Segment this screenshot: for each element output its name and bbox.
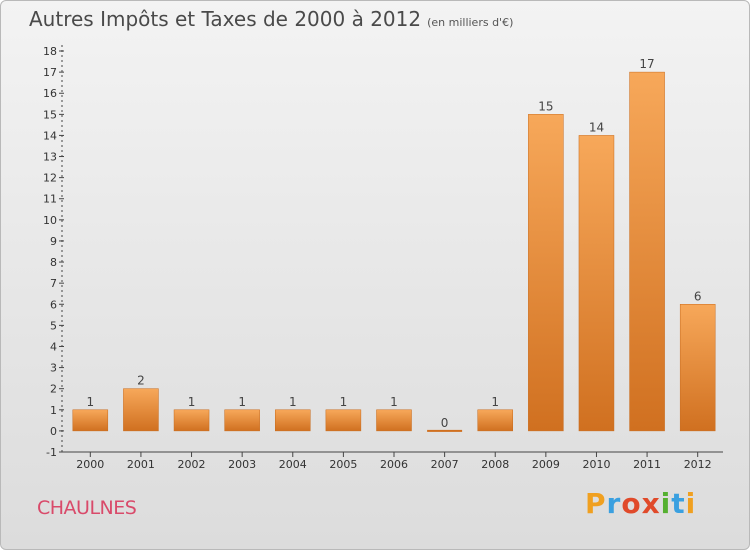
y-tick-label: 7 bbox=[50, 277, 57, 290]
data-label: 1 bbox=[188, 395, 196, 409]
x-tick-label: 2009 bbox=[532, 458, 560, 471]
bar bbox=[427, 429, 463, 432]
x-tick-label: 2008 bbox=[481, 458, 509, 471]
y-tick-label: 4 bbox=[50, 340, 57, 353]
proxiti-logo: Proxiti bbox=[585, 487, 696, 520]
x-tick-label: 2003 bbox=[228, 458, 256, 471]
bar bbox=[477, 409, 513, 432]
logo-letter: P bbox=[585, 487, 607, 520]
data-label: 6 bbox=[694, 289, 702, 303]
x-tick-label: 2010 bbox=[582, 458, 610, 471]
y-tick-label: 0 bbox=[50, 425, 57, 438]
data-label: 15 bbox=[538, 99, 553, 113]
bar bbox=[325, 409, 362, 432]
data-label: 1 bbox=[340, 395, 348, 409]
logo-letter: x bbox=[641, 487, 661, 520]
place-name: CHAULNES bbox=[37, 497, 137, 519]
x-tick-label: 2007 bbox=[431, 458, 459, 471]
logo-letter: r bbox=[606, 487, 622, 520]
logo-letter: o bbox=[621, 487, 642, 520]
bar bbox=[173, 409, 210, 432]
data-label: 17 bbox=[639, 57, 654, 71]
y-tick-label: 17 bbox=[43, 66, 57, 79]
y-tick-label: 15 bbox=[43, 108, 57, 121]
x-tick-label: 2001 bbox=[127, 458, 155, 471]
bar bbox=[275, 409, 311, 432]
y-tick-label: 10 bbox=[43, 214, 57, 227]
data-label: 0 bbox=[441, 416, 449, 430]
y-tick-label: 5 bbox=[50, 319, 57, 332]
chart-title: Autres Impôts et Taxes de 2000 à 2012 (en… bbox=[29, 7, 513, 31]
x-tick-label: 2000 bbox=[76, 458, 104, 471]
y-tick-label: 13 bbox=[43, 151, 57, 164]
data-label: 1 bbox=[289, 395, 297, 409]
bar bbox=[679, 304, 716, 432]
logo-letter: t bbox=[671, 487, 686, 520]
y-tick-label: 3 bbox=[50, 362, 57, 375]
x-tick-label: 2002 bbox=[178, 458, 206, 471]
x-tick-label: 2004 bbox=[279, 458, 307, 471]
data-label: 1 bbox=[86, 395, 94, 409]
y-tick-label: 18 bbox=[43, 45, 57, 58]
bar bbox=[72, 409, 109, 432]
data-label: 2 bbox=[137, 374, 145, 388]
y-tick-label: 6 bbox=[50, 298, 57, 311]
x-tick-label: 2006 bbox=[380, 458, 408, 471]
y-tick-label: 8 bbox=[50, 256, 57, 269]
y-tick-label: -1 bbox=[46, 446, 57, 459]
data-label: 1 bbox=[491, 395, 499, 409]
y-tick-label: 2 bbox=[50, 383, 57, 396]
chart-subtitle: (en milliers d'€) bbox=[427, 16, 514, 29]
y-tick-label: 1 bbox=[50, 404, 57, 417]
x-tick-label: 2011 bbox=[633, 458, 661, 471]
logo-letter: i bbox=[685, 487, 697, 520]
bar bbox=[629, 71, 665, 432]
bar bbox=[578, 135, 615, 432]
data-label: 1 bbox=[238, 395, 246, 409]
x-tick-label: 2012 bbox=[684, 458, 712, 471]
data-label: 1 bbox=[390, 395, 398, 409]
y-tick-label: 16 bbox=[43, 87, 57, 100]
x-tick-label: 2005 bbox=[329, 458, 357, 471]
title-text: Autres Impôts et Taxes de 2000 à 2012 bbox=[29, 7, 422, 31]
bar bbox=[224, 409, 260, 432]
data-label: 14 bbox=[589, 120, 604, 134]
bar bbox=[528, 114, 564, 432]
bar bbox=[123, 388, 159, 432]
y-tick-label: 14 bbox=[43, 129, 57, 142]
y-tick-label: 12 bbox=[43, 172, 57, 185]
y-tick-label: 11 bbox=[43, 193, 57, 206]
bar bbox=[376, 409, 412, 432]
logo-letter: i bbox=[660, 487, 672, 520]
y-tick-label: 9 bbox=[50, 235, 57, 248]
